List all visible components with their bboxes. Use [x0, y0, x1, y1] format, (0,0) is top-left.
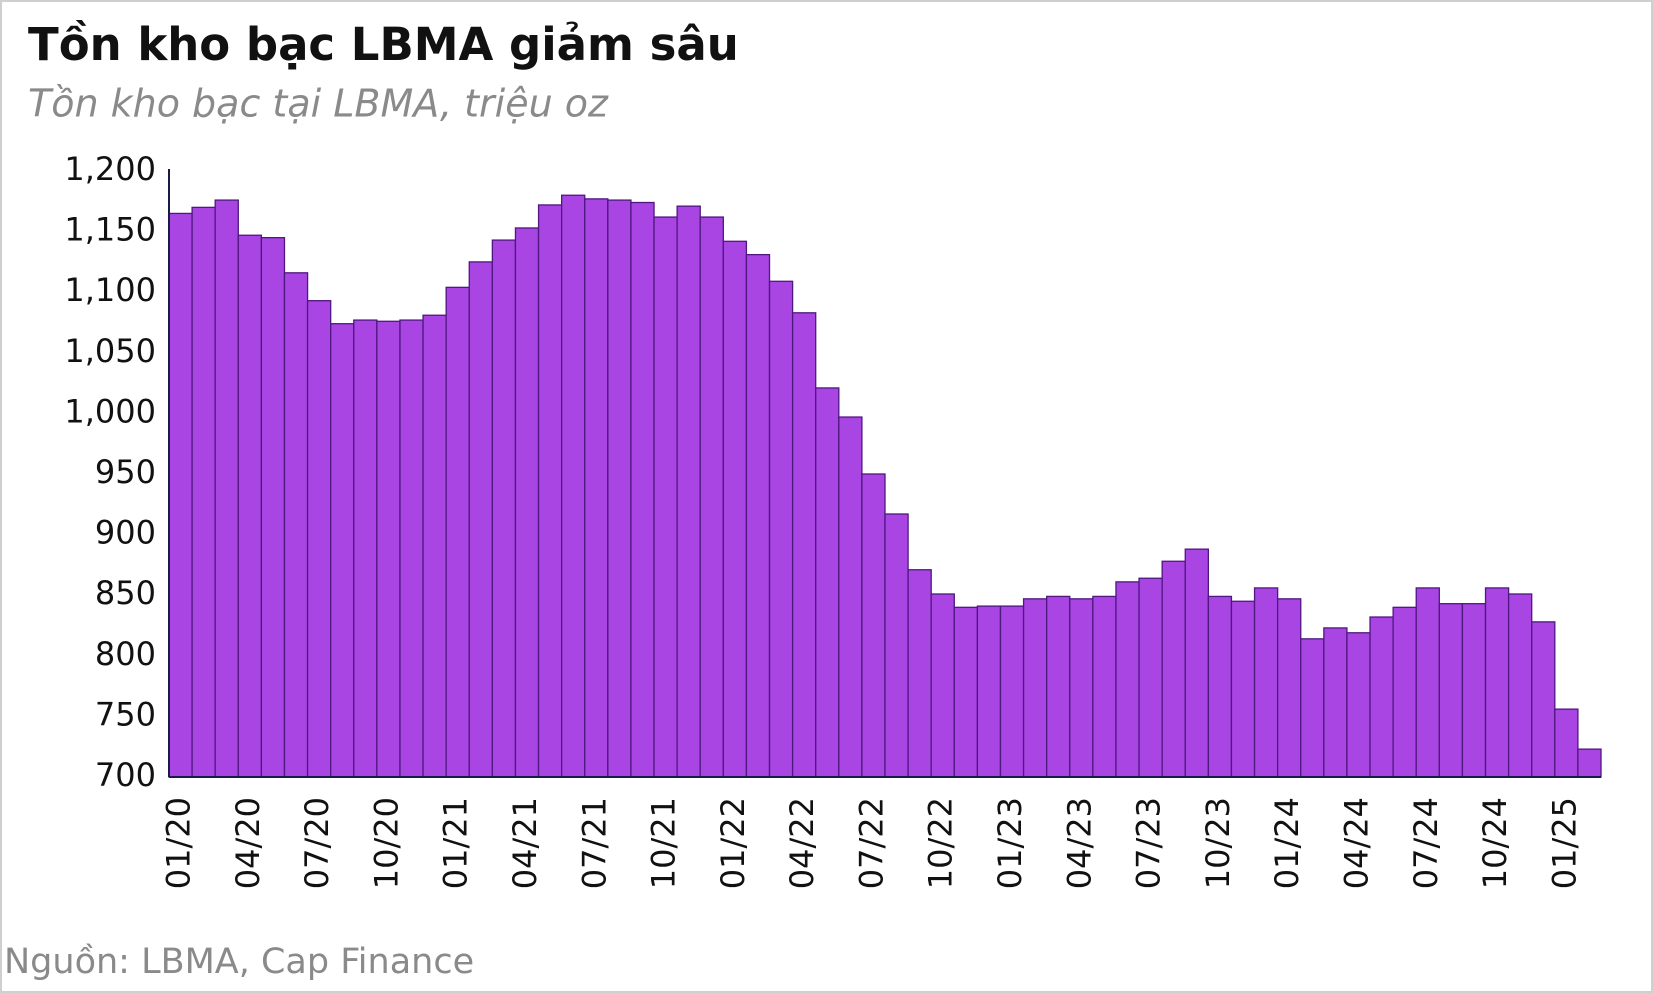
bar — [815, 387, 840, 778]
x-tick-label: 07/24 — [1407, 797, 1445, 889]
bar — [560, 194, 586, 778]
bar — [1484, 587, 1510, 778]
bar — [745, 253, 771, 778]
x-tick-label: 04/20 — [229, 797, 267, 889]
y-tick-label: 800 — [95, 635, 156, 673]
x-tick-label: 04/22 — [783, 797, 821, 889]
bar — [930, 593, 955, 778]
bar — [1184, 548, 1210, 778]
bar — [1207, 595, 1233, 778]
bar — [1230, 600, 1256, 778]
bar — [376, 320, 401, 778]
bar — [353, 319, 378, 778]
bar — [699, 216, 724, 778]
bar — [237, 234, 263, 778]
bar — [907, 569, 932, 778]
x-tick-label: 07/23 — [1130, 797, 1168, 889]
bar — [491, 239, 517, 778]
y-tick-label: 1,200 — [64, 150, 156, 188]
bar — [514, 227, 540, 778]
y-tick-label: 1,150 — [64, 211, 156, 249]
x-tick-label: 01/25 — [1545, 797, 1583, 889]
bar — [607, 199, 632, 778]
bar — [1323, 627, 1348, 778]
bar — [330, 323, 355, 778]
bar — [1022, 598, 1048, 778]
y-tick-label: 850 — [95, 574, 156, 612]
x-tick-label: 01/24 — [1268, 797, 1306, 889]
y-tick-label: 750 — [95, 695, 156, 733]
chart-subtitle: Tồn kho bạc tại LBMA, triệu oz — [28, 82, 609, 126]
bar — [630, 201, 655, 778]
x-tick-label: 10/23 — [1199, 797, 1237, 889]
x-tick-label: 10/20 — [367, 797, 405, 889]
bar — [1138, 577, 1163, 778]
bar — [1392, 606, 1417, 778]
bar — [999, 605, 1025, 778]
bar — [1253, 587, 1279, 778]
source: Nguồn: LBMA, Cap Finance — [4, 942, 474, 982]
bar — [1115, 581, 1140, 778]
x-tick-label: 01/21 — [437, 797, 475, 889]
x-tick-label: 01/23 — [991, 797, 1029, 889]
y-tick-label: 900 — [95, 514, 156, 552]
bar — [422, 314, 447, 778]
bar — [584, 198, 609, 778]
bar — [1161, 560, 1186, 778]
bar — [468, 261, 494, 778]
bar — [1415, 587, 1440, 778]
bar — [791, 312, 817, 778]
bar — [653, 216, 678, 778]
bar — [445, 286, 470, 778]
bar — [1369, 616, 1394, 778]
bar — [976, 605, 1002, 778]
bar — [768, 280, 794, 778]
bar — [1092, 595, 1117, 778]
y-tick-label: 1,050 — [64, 332, 156, 370]
bar — [399, 319, 424, 778]
bar — [283, 272, 309, 778]
x-tick-label: 04/24 — [1337, 797, 1375, 889]
bar — [861, 473, 886, 778]
y-tick-label: 700 — [95, 756, 156, 794]
bar — [953, 606, 979, 778]
bar — [214, 199, 239, 778]
x-tick-label: 10/24 — [1476, 797, 1514, 889]
bar — [1531, 621, 1556, 778]
bar — [306, 300, 332, 778]
bar — [1346, 632, 1371, 778]
y-tick-label: 950 — [95, 453, 156, 491]
x-tick-label: 10/22 — [922, 797, 960, 889]
x-tick-label: 07/20 — [298, 797, 336, 889]
x-tick-label: 04/23 — [1060, 797, 1098, 889]
bar — [1276, 598, 1302, 778]
bar — [1046, 595, 1071, 778]
bar — [884, 513, 909, 778]
bar — [1577, 748, 1602, 778]
bar — [1300, 638, 1325, 778]
chart-title: Tồn kho bạc LBMA giảm sâu — [28, 18, 739, 71]
bar — [1438, 603, 1464, 778]
bar — [537, 204, 563, 778]
bar — [722, 240, 748, 778]
x-tick-label: 01/22 — [714, 797, 752, 889]
bar — [1069, 598, 1094, 778]
x-tick-label: 07/22 — [852, 797, 890, 889]
bar — [191, 206, 216, 778]
bar — [676, 205, 701, 778]
y-tick-label: 1,100 — [64, 271, 156, 309]
x-tick-label: 10/21 — [645, 797, 683, 889]
bar — [838, 416, 863, 778]
bar — [260, 237, 286, 778]
y-tick-label: 1,000 — [64, 392, 156, 430]
x-tick-label: 01/20 — [160, 797, 198, 889]
x-tick-label: 04/21 — [506, 797, 544, 889]
x-tick-label: 07/21 — [575, 797, 613, 889]
bar — [1461, 603, 1487, 778]
bar — [1554, 708, 1579, 778]
bar — [1507, 593, 1533, 778]
bar — [168, 212, 193, 778]
